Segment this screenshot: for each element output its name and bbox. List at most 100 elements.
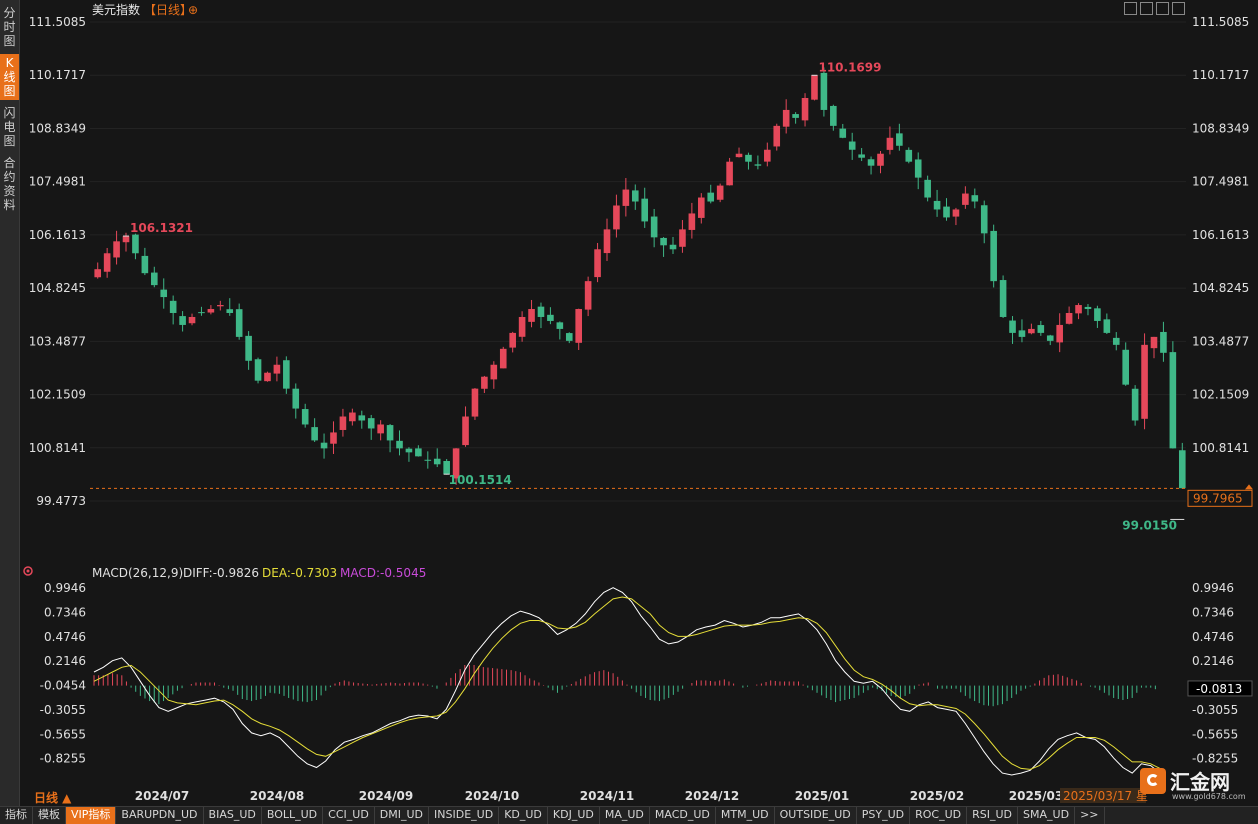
price-tick-left: 100.8141 xyxy=(29,441,86,455)
indicator-tab-13[interactable]: MTM_UD xyxy=(716,807,775,824)
macd-dea-line xyxy=(93,596,1161,770)
candle-body xyxy=(490,364,498,380)
candle-body xyxy=(358,415,366,421)
price-tick-left: 104.8245 xyxy=(29,281,86,295)
candle-body xyxy=(481,376,488,389)
candle-body xyxy=(339,416,347,430)
price-tick-right: 107.4981 xyxy=(1192,175,1249,189)
macd-tick-right: -0.8255 xyxy=(1192,752,1238,766)
date-tick: 2024/11 xyxy=(580,789,634,803)
candle-body xyxy=(641,198,649,222)
candle-body xyxy=(886,137,894,150)
candle-body xyxy=(320,442,328,449)
candle-body xyxy=(933,200,941,210)
candle-body xyxy=(707,192,715,202)
sidebar-tab-contract-info[interactable]: 合约资料 xyxy=(3,156,16,212)
macd-label: MACD(26,12,9) xyxy=(92,566,183,580)
candle-body xyxy=(377,424,384,434)
indicator-tab-7[interactable]: DMI_UD xyxy=(375,807,430,824)
macd-tick-left: 0.9946 xyxy=(44,581,86,595)
candle-body xyxy=(1056,324,1063,343)
candle-body xyxy=(1065,312,1073,324)
chart-area[interactable]: 111.5085 111.5085 110.1717 110.1717 108.8349… xyxy=(0,0,1258,806)
indicator-settings-icon[interactable] xyxy=(23,566,33,576)
date-tick: 2025/01 xyxy=(795,789,849,803)
indicator-tab-2[interactable]: VIP指标 xyxy=(66,807,117,824)
last-price-label: 99.7965 xyxy=(1193,491,1243,505)
fullscreen-icon[interactable] xyxy=(1140,2,1153,15)
crosshair-date-label: 2025/03/17 星 xyxy=(1063,789,1148,803)
last-price-box xyxy=(1187,489,1253,507)
period-button[interactable]: 日线 ▲ xyxy=(34,790,72,805)
indicator-tab-17[interactable]: RSI_UD xyxy=(967,807,1019,824)
candle-body xyxy=(132,234,139,254)
add-symbol-icon[interactable]: ⊕ xyxy=(188,3,198,17)
sidebar-tab-timeshare[interactable]: 分时图 xyxy=(3,6,16,48)
candle-body xyxy=(877,153,884,166)
candle-body xyxy=(160,289,168,298)
candle-body xyxy=(603,229,611,254)
candle-body xyxy=(848,141,856,150)
price-tick-right: 111.5085 xyxy=(1192,15,1249,29)
candle-body xyxy=(264,372,271,382)
candle-body xyxy=(235,309,243,337)
candle-body xyxy=(471,388,479,417)
candle-body xyxy=(103,253,111,272)
indicator-tab-11[interactable]: MA_UD xyxy=(600,807,650,824)
draw-tool-icon[interactable] xyxy=(1156,2,1169,15)
macd-tick-right: -0.5655 xyxy=(1192,727,1238,741)
indicator-tab-6[interactable]: CCI_UD xyxy=(323,807,375,824)
candle-body xyxy=(773,125,781,147)
candle-body xyxy=(1122,349,1129,385)
candle-body xyxy=(999,280,1007,317)
macd-tick-right: -0.3055 xyxy=(1192,703,1238,717)
indicator-tab-4[interactable]: BIAS_UD xyxy=(204,807,262,824)
candle-body xyxy=(1160,331,1167,353)
candle-body xyxy=(924,179,931,198)
date-tick: 2024/09 xyxy=(359,789,413,803)
indicator-tab-1[interactable]: 模板 xyxy=(33,807,66,824)
candle-body xyxy=(896,133,903,146)
macd-dif-line xyxy=(93,587,1161,776)
candle-body xyxy=(716,185,724,200)
indicator-tab-8[interactable]: INSIDE_UD xyxy=(429,807,500,824)
price-tick-left: 107.4981 xyxy=(29,175,86,189)
indicator-tab-5[interactable]: BOLL_UD xyxy=(262,807,324,824)
sidebar-tab-kline[interactable]: K线图 xyxy=(0,54,19,100)
macd-tick-left: -0.8255 xyxy=(40,752,86,766)
indicator-tab-0[interactable]: 指标 xyxy=(0,807,33,824)
indicator-tab-18[interactable]: SMA_UD xyxy=(1018,807,1076,824)
candle-body xyxy=(169,300,177,313)
candle-body xyxy=(311,427,318,441)
indicator-tab-12[interactable]: MACD_UD xyxy=(650,807,716,824)
indicator-tab-9[interactable]: KD_UD xyxy=(499,807,548,824)
candle-body xyxy=(349,412,356,422)
indicator-tab-19[interactable]: >> xyxy=(1075,807,1105,824)
macd-tick-left: -0.5655 xyxy=(40,727,86,741)
candle-body xyxy=(207,309,215,313)
indicator-tab-10[interactable]: KDJ_UD xyxy=(548,807,600,824)
brand-logo: 汇金网 www.gold678.com xyxy=(1140,768,1246,804)
indicator-tab-bar: 指标 模板 VIP指标 BARUPDN_UD BIAS_UD BOLL_UD CCI_UD D… xyxy=(0,806,1258,824)
candle-body xyxy=(396,440,403,449)
macd-current-box xyxy=(1187,680,1253,697)
indicator-tab-15[interactable]: PSY_UD xyxy=(857,807,911,824)
candle-body xyxy=(198,312,205,314)
zoom-fit-icon[interactable] xyxy=(1124,2,1137,15)
price-tick-left: 108.8349 xyxy=(29,121,86,135)
candle-body xyxy=(754,164,762,166)
indicator-tab-16[interactable]: ROC_UD xyxy=(910,807,968,824)
indicator-tab-14[interactable]: OUTSIDE_UD xyxy=(775,807,857,824)
candle-body xyxy=(1084,306,1092,310)
candle-body xyxy=(367,418,375,429)
candle-body xyxy=(330,432,337,444)
candle-body xyxy=(424,459,432,461)
indicator-tab-3[interactable]: BARUPDN_UD xyxy=(116,807,204,824)
date-axis: 2024/07 2024/08 2024/09 2024/10 2024/11 2024/… xyxy=(135,789,1063,803)
candle-body xyxy=(1169,352,1177,449)
list-icon[interactable] xyxy=(1172,2,1185,15)
sidebar-tab-flash[interactable]: 闪电图 xyxy=(3,106,16,148)
price-tick-right: 103.4877 xyxy=(1192,334,1249,348)
annotation-high-1: 106.1321 xyxy=(130,221,193,235)
price-tick-right: 102.1509 xyxy=(1192,388,1249,402)
